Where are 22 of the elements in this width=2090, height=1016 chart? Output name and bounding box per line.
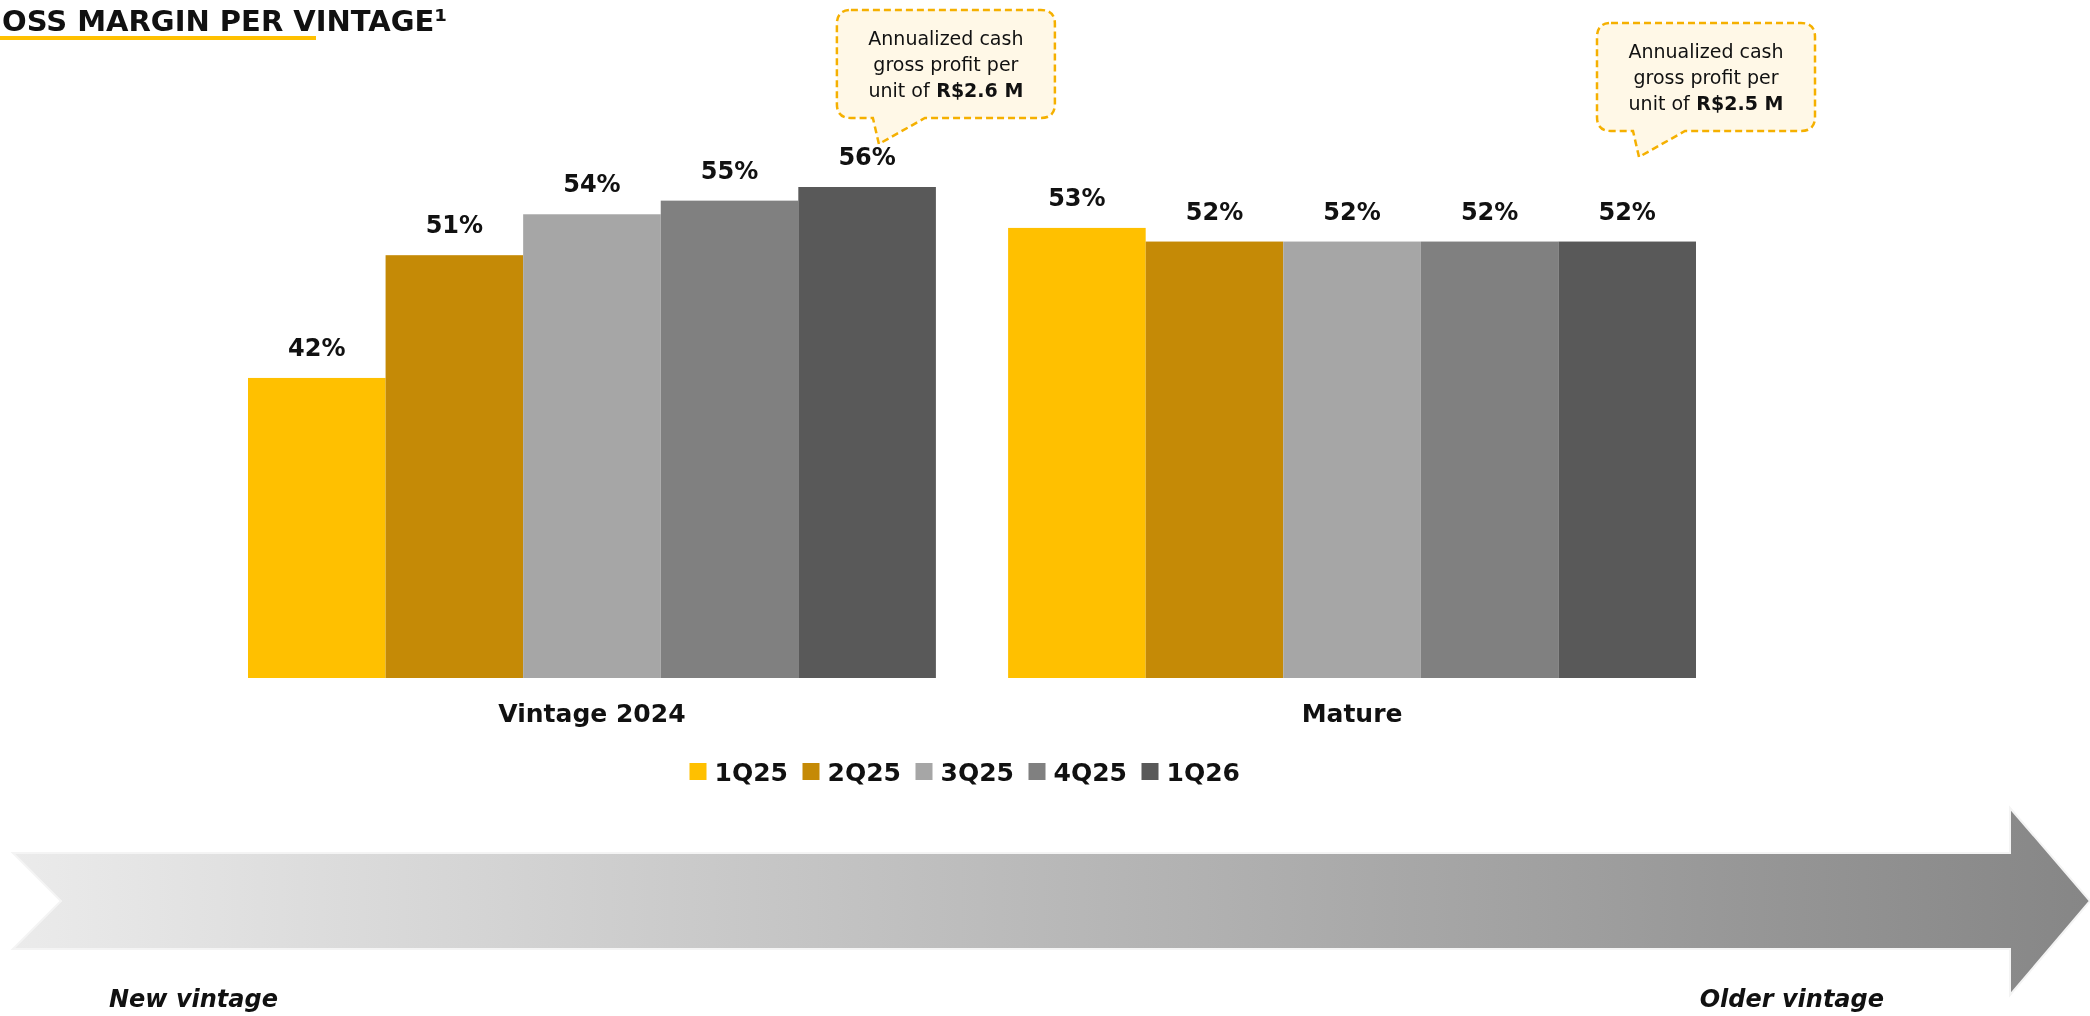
text: Annualized cash gross profit per unit of R$2.5 M	[1628, 40, 1784, 114]
data-label: 52%	[1460, 197, 1519, 226]
legend-label: 2Q25	[827, 758, 901, 787]
text: Annualized cash gross profit per unit of R$2.6 M	[868, 27, 1024, 101]
text: Older vintage	[1699, 985, 1884, 1013]
data-label: 52%	[1598, 197, 1656, 226]
x-tick-label: Mature	[1301, 699, 1403, 728]
data-label: 54%	[563, 170, 621, 199]
legend-label: 1Q25	[714, 758, 788, 787]
data-label: 56%	[838, 143, 896, 171]
text: New vintage	[109, 985, 278, 1013]
x-tick-label: Vintage 2024	[498, 699, 686, 728]
chart-title: OSS MARGIN PER VINTAGE¹	[2, 4, 448, 38]
legend-label: 4Q25	[1053, 758, 1127, 787]
legend-label: 1Q26	[1166, 758, 1240, 787]
data-label: 42%	[288, 333, 346, 362]
data-label: 52%	[1323, 197, 1381, 226]
data-label: 55%	[700, 156, 759, 185]
data-label: 52%	[1185, 197, 1244, 226]
data-label: 53%	[1048, 183, 1106, 212]
data-label: 51%	[425, 211, 484, 240]
legend-label: 3Q25	[940, 758, 1014, 787]
